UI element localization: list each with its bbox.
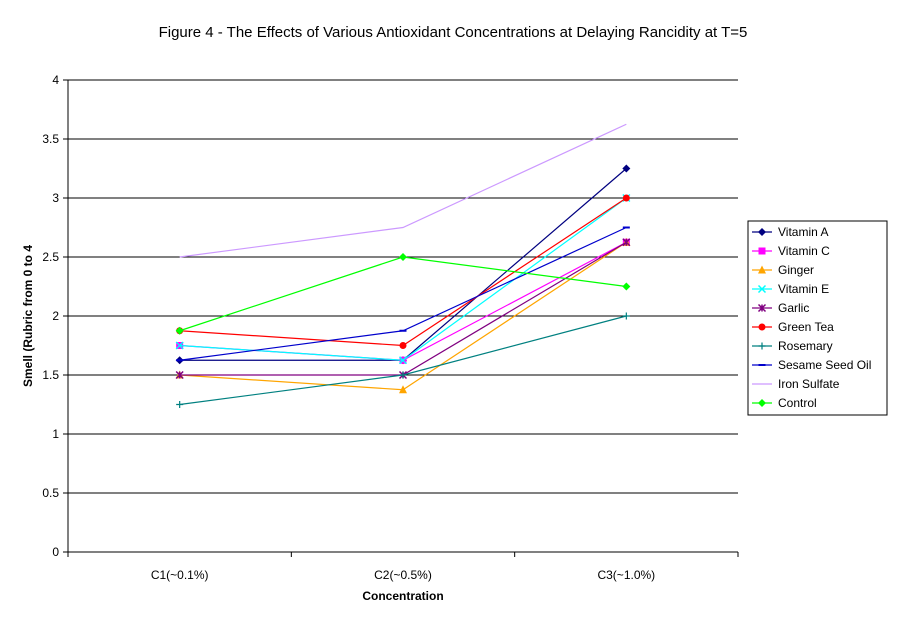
legend-item-green-tea: Green Tea <box>752 320 834 334</box>
data-point-garlic <box>175 370 184 380</box>
data-point-rosemary <box>176 401 184 408</box>
legend-item-vitamin-e: Vitamin E <box>752 282 829 296</box>
x-axis-title: Concentration <box>362 589 443 603</box>
y-tick-label: 1.5 <box>42 368 59 382</box>
legend-label-iron-sulfate: Iron Sulfate <box>778 377 840 391</box>
x-tick-label: C2(~0.5%) <box>374 568 432 582</box>
legend-marker-rosemary <box>758 342 766 350</box>
data-point-green-tea <box>399 342 407 349</box>
legend-item-rosemary: Rosemary <box>752 339 833 353</box>
data-point-green-tea <box>622 194 630 202</box>
series-iron-sulfate <box>179 123 627 258</box>
legend-label-control: Control <box>778 396 817 410</box>
legend-item-vitamin-c: Vitamin C <box>752 244 830 258</box>
legend-item-control: Control <box>752 396 817 410</box>
series-line-vitamin-e <box>179 197 627 361</box>
data-point-vitamin-e <box>398 356 408 365</box>
legend-marker-vitamin-a <box>758 228 766 236</box>
y-tick-label: 3 <box>52 191 59 205</box>
y-tick-label: 0 <box>52 545 59 559</box>
data-point-ginger <box>399 385 407 394</box>
legend: Vitamin A Vitamin C Ginger Vitamin E Garlic G… <box>747 220 888 416</box>
series-layer <box>175 123 631 408</box>
legend-marker-vitamin-e <box>757 284 767 294</box>
x-tick-label: C3(~1.0%) <box>597 568 655 582</box>
data-point-rosemary <box>622 312 630 320</box>
y-tick-label: 4 <box>52 73 59 87</box>
legend-item-iron-sulfate: Iron Sulfate <box>752 377 840 391</box>
y-tick-label: 3.5 <box>42 132 59 146</box>
series-line-iron-sulfate <box>179 123 627 258</box>
legend-label-rosemary: Rosemary <box>778 339 833 353</box>
y-axis-title: Smell (Rubric from 0 to 4 <box>21 245 35 387</box>
y-tick-label: 1 <box>52 427 59 441</box>
series-green-tea <box>176 194 630 349</box>
legend-item-sesame-seed-oil: Sesame Seed Oil <box>752 358 871 372</box>
data-point-vitamin-a <box>622 164 631 173</box>
legend-marker-vitamin-c <box>758 247 766 255</box>
legend-item-vitamin-a: Vitamin A <box>752 225 828 239</box>
y-tick-label: 0.5 <box>42 486 59 500</box>
series-rosemary <box>176 312 630 408</box>
legend-label-sesame-seed-oil: Sesame Seed Oil <box>778 358 871 372</box>
legend-label-vitamin-a: Vitamin A <box>778 225 828 239</box>
data-point-control <box>175 326 184 335</box>
series-vitamin-a <box>175 164 631 365</box>
series-control <box>175 253 631 335</box>
grid-lines <box>68 79 738 494</box>
chart-title: Figure 4 - The Effects of Various Antiox… <box>159 24 748 41</box>
legend-label-garlic: Garlic <box>778 301 809 315</box>
legend-marker-green-tea <box>758 323 766 331</box>
y-tick-label: 2 <box>52 309 59 323</box>
data-point-control <box>622 282 631 291</box>
legend-label-ginger: Ginger <box>778 263 814 277</box>
data-point-rosemary <box>399 371 407 379</box>
y-tick-label: 2.5 <box>42 250 59 264</box>
series-line-green-tea <box>179 197 627 347</box>
legend-marker-garlic <box>757 303 767 313</box>
series-sesame-seed-oil <box>176 226 630 362</box>
legend-label-vitamin-c: Vitamin C <box>778 244 830 258</box>
legend-marker-control <box>758 399 766 407</box>
axes <box>67 80 738 553</box>
x-tick-label: C1(~0.1%) <box>151 568 209 582</box>
series-line-control <box>179 256 627 332</box>
legend-label-green-tea: Green Tea <box>778 320 834 334</box>
data-point-control <box>399 253 407 261</box>
legend-label-vitamin-e: Vitamin E <box>778 282 829 296</box>
legend-item-ginger: Ginger <box>752 263 814 277</box>
y-axis-ticks: 0 0.5 1 1.5 2 2.5 3 3.5 4 <box>42 73 68 559</box>
legend-box <box>747 220 888 416</box>
data-point-garlic <box>622 238 631 247</box>
legend-item-garlic: Garlic <box>752 301 809 315</box>
x-axis-ticks: C1(~0.1%) C2(~0.5%) C3(~1.0%) <box>67 552 739 582</box>
legend-marker-ginger <box>758 265 766 274</box>
data-point-vitamin-e <box>175 341 184 350</box>
series-vitamin-e <box>175 193 631 365</box>
